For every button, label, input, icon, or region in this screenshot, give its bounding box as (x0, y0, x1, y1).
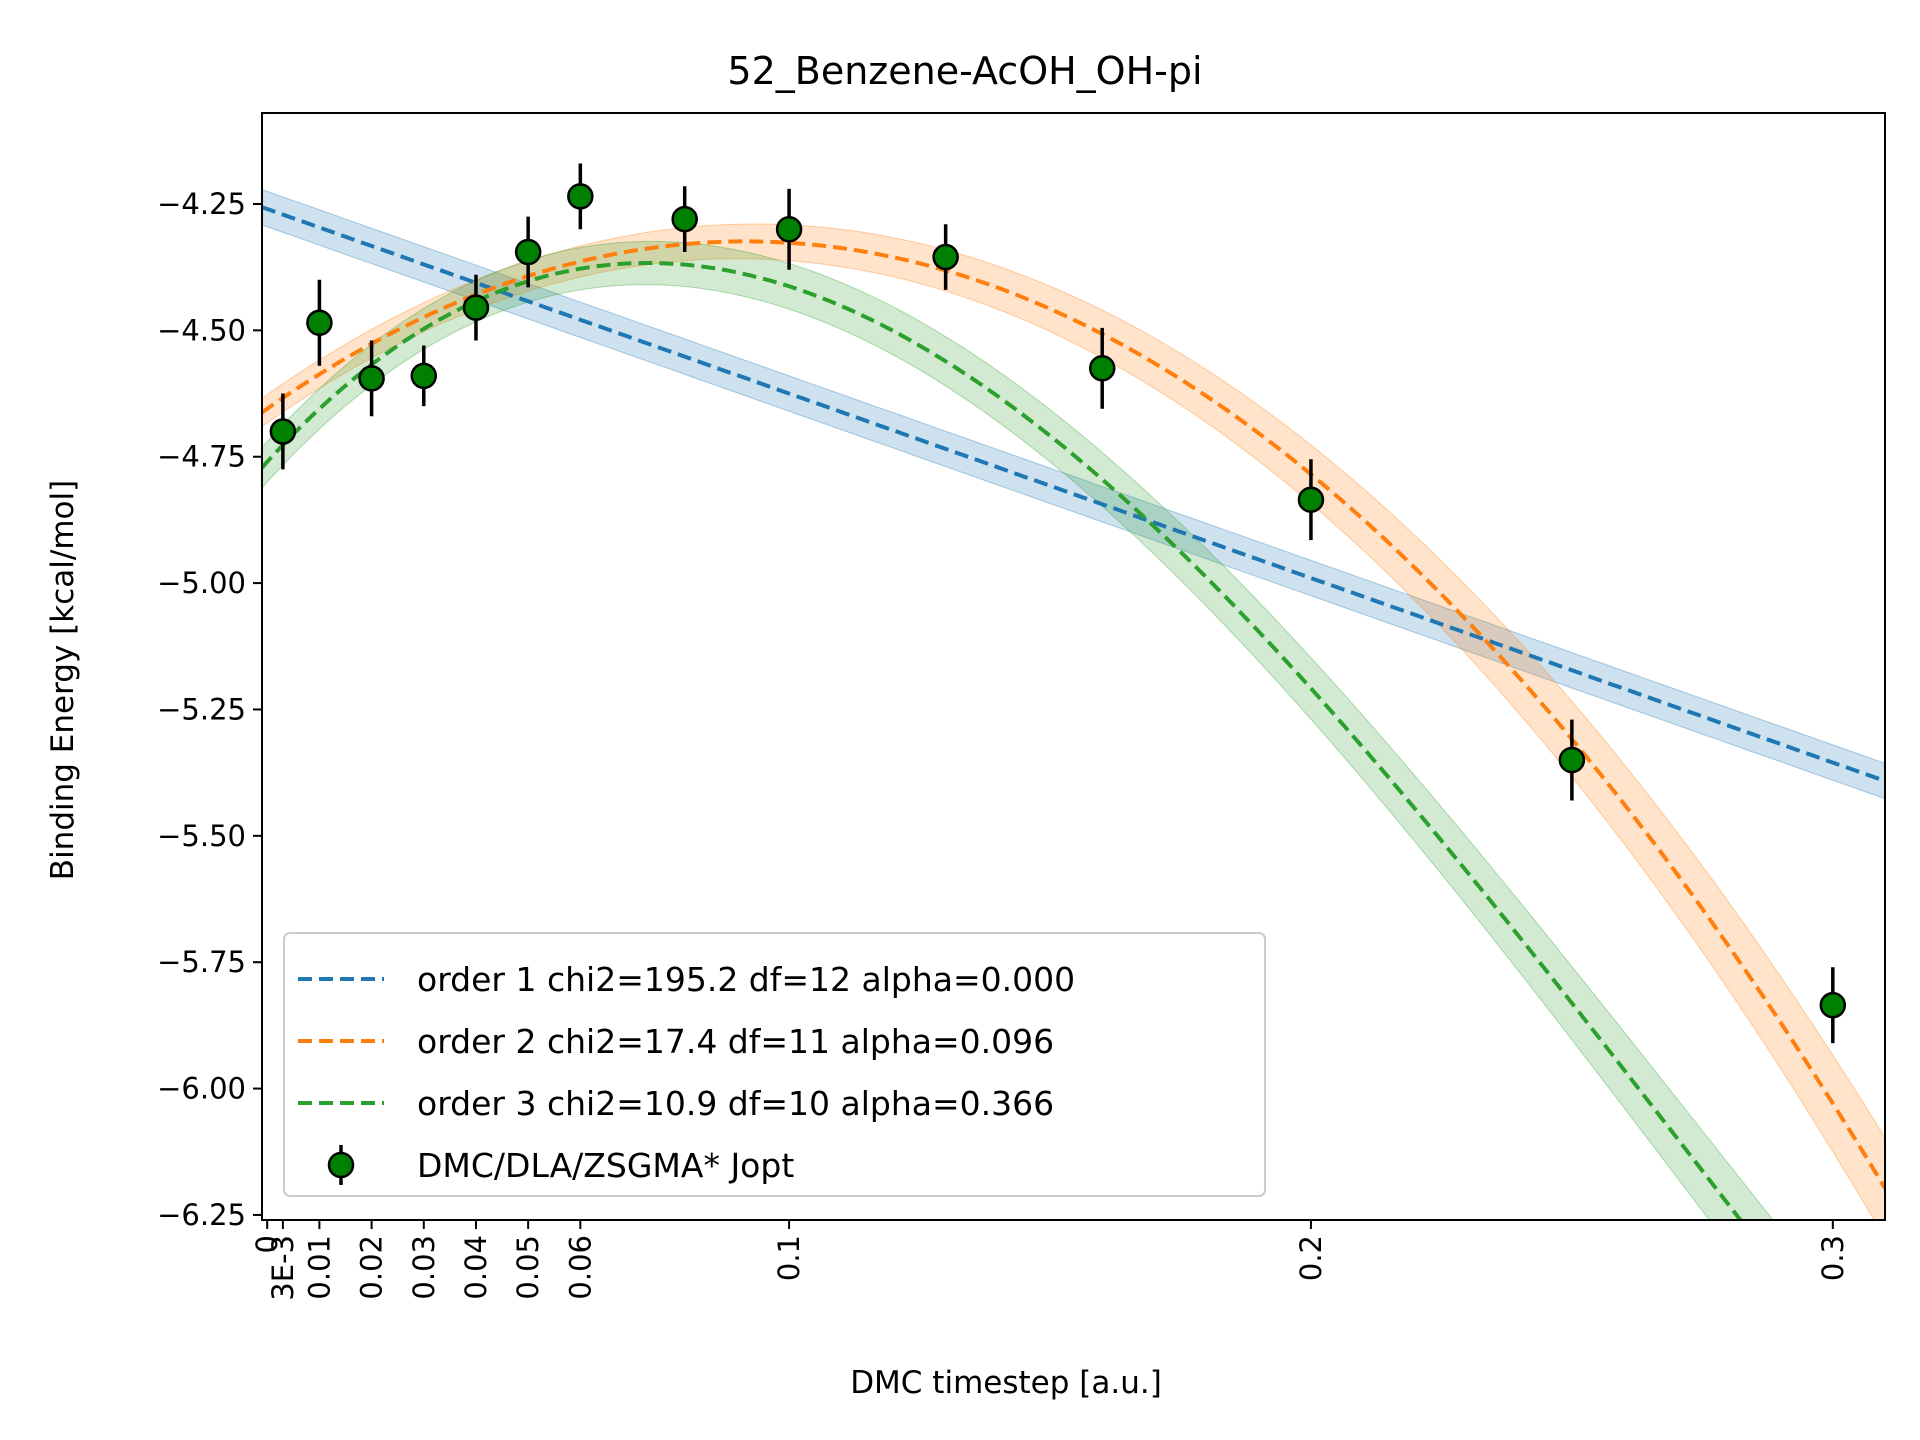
legend-label-data: DMC/DLA/ZSGMA* Jopt (417, 1146, 794, 1185)
x-tick-label: 0.04 (459, 1235, 493, 1300)
plot-frame (261, 112, 1886, 1221)
fit-line-order-2 (262, 239, 1885, 1190)
y-tick-label: −4.50 (157, 313, 246, 347)
legend-label-order-2: order 2 chi2=17.4 df=11 alpha=0.096 (417, 1022, 1054, 1061)
point-marker (1558, 746, 1586, 774)
point-marker (358, 365, 385, 392)
chart-title: 52_Benzene-AcOH_OH-pi (727, 49, 1202, 93)
point-marker (671, 205, 698, 233)
point-marker (1819, 991, 1847, 1019)
y-tick-label: −5.75 (157, 945, 246, 979)
point-marker (306, 309, 333, 337)
fit-line-order-1 (262, 205, 1885, 783)
data-point (775, 188, 803, 270)
point-marker (775, 216, 803, 243)
y-tick-label: −5.00 (157, 566, 246, 600)
data-point (410, 345, 438, 407)
point-marker (514, 238, 542, 266)
data-point (567, 163, 594, 230)
data-point (1819, 967, 1847, 1044)
x-tick-label: 0.02 (355, 1235, 389, 1300)
fit-band-order-1 (262, 188, 1885, 800)
x-tick-label: 0 (250, 1235, 284, 1253)
point-marker (410, 362, 438, 390)
x-tick-label: 0.01 (302, 1235, 336, 1300)
x-tick-label: 0.03 (407, 1235, 441, 1300)
fit-band-order-3 (262, 240, 1774, 1220)
fit-band-order-2 (262, 223, 1885, 1220)
point-marker (932, 243, 959, 271)
data-point (462, 274, 490, 341)
point-marker (567, 183, 594, 210)
legend-swatch-data (327, 1151, 355, 1179)
x-axis-title: DMC timestep [a.u.] (850, 1365, 1162, 1401)
data-point (932, 224, 959, 290)
y-tick-label: −4.25 (157, 187, 246, 221)
legend-label-order-1: order 1 chi2=195.2 df=12 alpha=0.000 (417, 960, 1075, 999)
y-axis-title: Binding Energy [kcal/mol] (45, 480, 81, 880)
y-tick-label: −6.25 (157, 1198, 246, 1232)
fit-line-order-3 (262, 260, 1743, 1220)
y-tick-label: −6.00 (157, 1072, 246, 1106)
data-point (1088, 327, 1116, 409)
data-point (306, 279, 333, 366)
legend-frame (283, 932, 1266, 1197)
x-axis-ticks: 03E-3 0.01 0.02 0.03 0.04 0.05 0.06 0.1 0.2 0.3 (250, 1220, 1850, 1301)
data-points (269, 163, 1847, 1044)
y-axis-ticks: −4.25 −4.50 −4.75 −5.00 −5.25 −5.50 −5.75 −6.00… (157, 187, 262, 1232)
x-tick-label: 0.05 (511, 1235, 545, 1300)
x-tick-label: 3E-3 (266, 1235, 300, 1301)
point-marker (269, 418, 297, 445)
y-tick-label: −5.25 (157, 692, 246, 726)
data-point (514, 216, 542, 288)
point-marker (1088, 355, 1116, 382)
legend-label-order-3: order 3 chi2=10.9 df=10 alpha=0.366 (417, 1084, 1054, 1123)
y-tick-label: −4.75 (157, 440, 246, 474)
data-point (358, 340, 385, 417)
data-point (1558, 719, 1586, 801)
data-point (269, 393, 297, 470)
fit-lines (262, 205, 1885, 1220)
point-marker (1297, 486, 1325, 513)
y-tick-label: −5.50 (157, 819, 246, 853)
fit-bands (262, 188, 1885, 1220)
data-point (671, 186, 698, 253)
x-tick-label: 0.1 (772, 1235, 806, 1281)
legend: order 1 chi2=195.2 df=12 alpha=0.000 orde… (283, 932, 1266, 1197)
x-tick-label: 0.06 (563, 1235, 597, 1300)
point-marker (462, 294, 490, 321)
x-tick-label: 0.2 (1294, 1235, 1328, 1281)
x-tick-label: 0.3 (1816, 1235, 1850, 1281)
data-point (1297, 459, 1325, 541)
